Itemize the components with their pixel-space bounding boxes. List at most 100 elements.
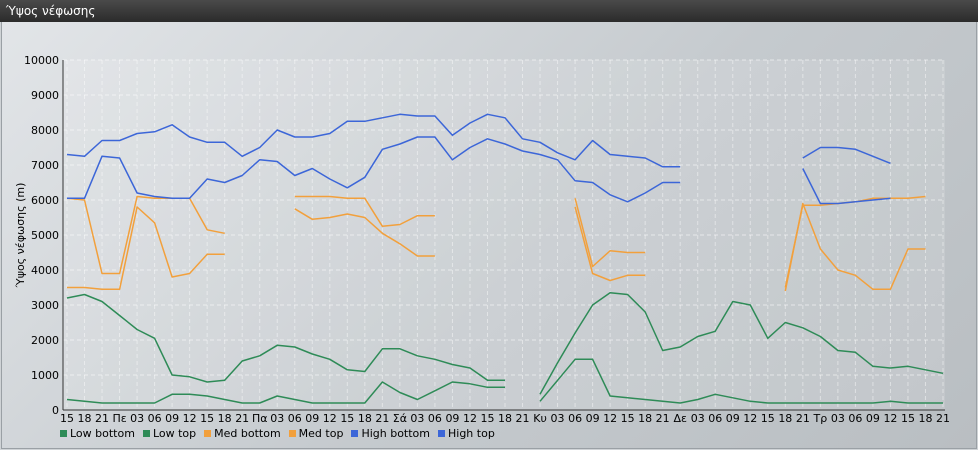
- y-tick-label: 8000: [31, 124, 59, 137]
- x-tick-label: 03: [270, 412, 284, 425]
- x-tick-label: 18: [638, 412, 652, 425]
- legend-label: Med top: [298, 426, 344, 440]
- x-tick-label: 09: [726, 412, 740, 425]
- x-tick-label: 15: [901, 412, 915, 425]
- x-tick-label: Σά: [393, 412, 407, 425]
- y-tick-label: 3000: [31, 299, 59, 312]
- series-lines: [66, 113, 944, 404]
- x-tick-label: 15: [200, 412, 214, 425]
- tick-labels: 0 1000 2000 3000 4000 5000 6000 7000 8000 9000 100…: [24, 54, 950, 425]
- x-tick-label: 21: [516, 412, 530, 425]
- legend-label: Low bottom: [70, 426, 135, 440]
- series-line-low-bottom: [66, 358, 943, 404]
- legend-item-low-bottom: Low bottom: [60, 426, 135, 440]
- legend-swatch: [288, 429, 296, 437]
- x-tick-label: 21: [796, 412, 810, 425]
- x-tick-label: 12: [323, 412, 337, 425]
- legend-item-low-top: Low top: [142, 426, 197, 440]
- x-tick-label: 18: [218, 412, 232, 425]
- x-tick-label: 15: [621, 412, 635, 425]
- legend-label: High top: [448, 426, 495, 440]
- series-med-top: [66, 195, 926, 288]
- x-tick-label: Τρ: [813, 412, 828, 425]
- x-tick-label: 21: [95, 412, 109, 425]
- x-tick-label: 06: [148, 412, 162, 425]
- y-tick-label: 9000: [31, 89, 59, 102]
- x-tick-label: 12: [603, 412, 617, 425]
- series-low-top: [66, 292, 944, 395]
- x-tick-label: 18: [358, 412, 372, 425]
- legend-item-high-bottom: High bottom: [351, 426, 430, 440]
- axes: [62, 60, 945, 411]
- grid-lines: [63, 59, 945, 410]
- series-line-low-top: [66, 292, 944, 395]
- legend-swatch: [204, 429, 212, 437]
- y-tick-label: 7000: [31, 159, 59, 172]
- legend-item-med-bottom: Med bottom: [204, 426, 281, 440]
- series-low-bottom: [66, 358, 943, 404]
- x-tick-label: 06: [568, 412, 582, 425]
- series-high-top: [66, 113, 891, 168]
- x-tick-label: Πε: [112, 412, 126, 425]
- window-title: Ύψος νέφωσης: [0, 0, 978, 22]
- x-tick-label: 03: [130, 412, 144, 425]
- x-tick-label: 21: [656, 412, 670, 425]
- x-tick-label: 06: [288, 412, 302, 425]
- x-tick-label: 09: [866, 412, 880, 425]
- y-tick-label: 5000: [31, 229, 59, 242]
- series-line-med-bottom: [67, 202, 926, 292]
- x-tick-label: 03: [691, 412, 705, 425]
- y-tick-label: 4000: [31, 264, 59, 277]
- x-tick-label: 06: [708, 412, 722, 425]
- legend-swatch: [438, 429, 445, 437]
- series-med-bottom: [67, 202, 926, 292]
- series-high-bottom: [67, 136, 891, 205]
- x-tick-label: 12: [183, 412, 197, 425]
- x-tick-label: 09: [586, 412, 600, 425]
- x-tick-label: 21: [235, 412, 249, 425]
- x-tick-label: 15: [480, 412, 494, 425]
- x-tick-label: 09: [165, 412, 179, 425]
- x-tick-label: 06: [428, 412, 442, 425]
- y-tick-label: 6000: [31, 194, 59, 207]
- x-tick-label: 18: [78, 412, 92, 425]
- legend-swatch: [351, 429, 359, 437]
- x-tick-label: 12: [743, 412, 757, 425]
- x-tick-label: Δε: [673, 412, 687, 425]
- series-line-high-top: [66, 113, 891, 168]
- x-tick-label: 03: [831, 412, 845, 425]
- y-tick-label: 1000: [31, 369, 59, 382]
- legend-swatch: [142, 429, 150, 437]
- legend-swatch: [60, 429, 67, 437]
- legend: Low bottom Low top Med bottom Med top High b…: [60, 426, 495, 440]
- y-tick-label: 2000: [31, 334, 59, 347]
- y-tick-label: 10000: [24, 54, 59, 67]
- x-tick-label: 15: [60, 412, 74, 425]
- x-tick-label: 03: [410, 412, 424, 425]
- legend-label: High bottom: [361, 426, 430, 440]
- x-tick-label: 09: [445, 412, 459, 425]
- legend-label: Med bottom: [214, 426, 281, 440]
- series-line-high-bottom: [67, 136, 891, 205]
- x-tick-label: 18: [918, 412, 932, 425]
- x-tick-label: 09: [305, 412, 319, 425]
- x-tick-label: 18: [498, 412, 512, 425]
- x-tick-label: 21: [375, 412, 389, 425]
- x-tick-label: 18: [778, 412, 792, 425]
- x-tick-label: 03: [551, 412, 565, 425]
- series-line-med-top: [66, 195, 926, 288]
- legend-label: Low top: [152, 426, 197, 440]
- x-tick-label: 15: [761, 412, 775, 425]
- legend-item-med-top: Med top: [288, 426, 344, 440]
- x-tick-label: Πα: [252, 412, 268, 425]
- x-tick-label: 15: [340, 412, 354, 425]
- x-tick-label: 06: [848, 412, 862, 425]
- x-tick-label: 21: [936, 412, 950, 425]
- x-tick-label: 12: [883, 412, 897, 425]
- x-tick-label: 12: [463, 412, 477, 425]
- legend-item-high-top: High top: [438, 426, 495, 440]
- y-tick-label: 0: [52, 404, 59, 417]
- y-axis-label: Ύψος νέφωσης (m): [14, 183, 27, 289]
